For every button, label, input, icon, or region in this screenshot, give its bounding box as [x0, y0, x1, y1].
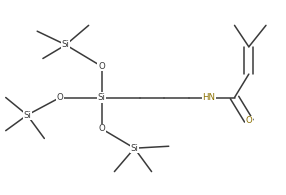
Text: O: O: [57, 93, 63, 102]
Text: Si: Si: [98, 93, 106, 102]
Text: Si: Si: [130, 144, 138, 153]
Text: O: O: [98, 124, 105, 133]
Text: O: O: [245, 116, 252, 125]
Text: O: O: [98, 62, 105, 71]
Text: HN: HN: [202, 93, 215, 102]
Text: Si: Si: [23, 111, 31, 120]
Text: Si: Si: [62, 40, 70, 49]
